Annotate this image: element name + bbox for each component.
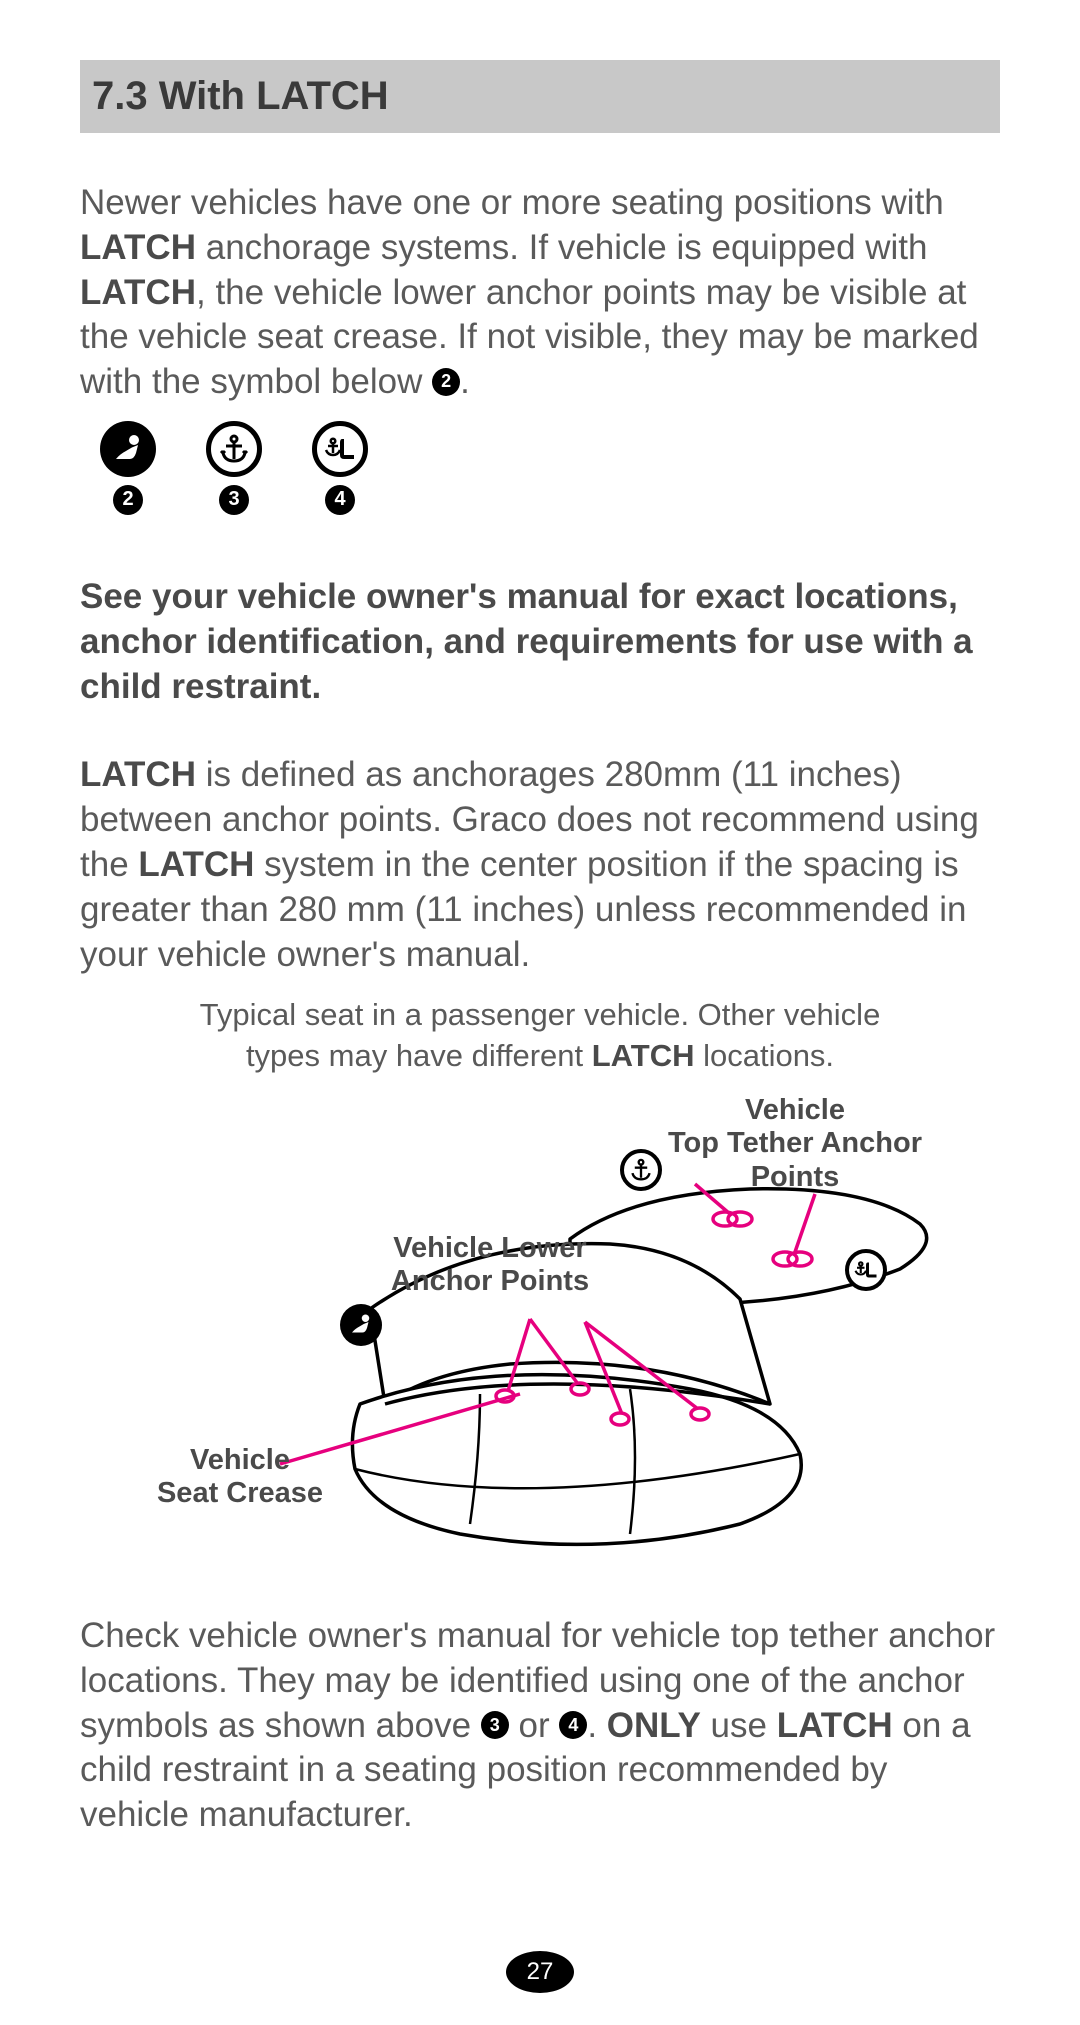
text: use <box>701 1706 777 1745</box>
latch-bold: LATCH <box>80 228 196 267</box>
text: locations. <box>694 1038 834 1073</box>
section-header: 7.3 With LATCH <box>80 60 1000 133</box>
text: or <box>509 1706 560 1745</box>
ref-badge-3: 3 <box>481 1711 509 1739</box>
latch-bold: LATCH <box>777 1706 893 1745</box>
child-seat-icon <box>340 1304 382 1346</box>
latch-bold: LATCH <box>80 273 196 312</box>
symbol-2-col: 2 <box>100 421 156 515</box>
text: . <box>460 362 470 401</box>
ref-badge-2: 2 <box>432 368 460 396</box>
label-lower-anchor: Vehicle Lower Anchor Points <box>385 1232 595 1299</box>
text: Newer vehicles have one or more seating … <box>80 183 944 222</box>
num-badge-2: 2 <box>113 485 143 515</box>
anchor-seat-icon <box>312 421 368 477</box>
symbol-icons-row: 2 3 4 <box>100 421 1000 515</box>
child-seat-icon <box>100 421 156 477</box>
symbol-4-col: 4 <box>312 421 368 515</box>
label-top-tether: Vehicle Top Tether Anchor Points <box>660 1094 930 1194</box>
anchor-seat-icon <box>845 1249 887 1291</box>
num-badge-3: 3 <box>219 485 249 515</box>
anchor-icon <box>206 421 262 477</box>
paragraph-intro: Newer vehicles have one or more seating … <box>80 181 1000 405</box>
text: . <box>587 1706 606 1745</box>
latch-bold: LATCH <box>592 1038 695 1073</box>
label-seat-crease: Vehicle Seat Crease <box>150 1444 330 1511</box>
ref-badge-4: 4 <box>559 1711 587 1739</box>
num-badge-4: 4 <box>325 485 355 515</box>
paragraph-tether-check: Check vehicle owner's manual for vehicle… <box>80 1614 1000 1838</box>
seat-diagram: Vehicle Top Tether Anchor Points Vehicle… <box>130 1094 950 1564</box>
diagram-caption: Typical seat in a passenger vehicle. Oth… <box>165 995 915 1076</box>
latch-bold: LATCH <box>80 755 196 794</box>
latch-bold: LATCH <box>138 845 254 884</box>
page-number-badge: 27 <box>506 1951 574 1993</box>
owners-manual-note: See your vehicle owner's manual for exac… <box>80 575 1000 709</box>
text: anchorage systems. If vehicle is equippe… <box>196 228 928 267</box>
anchor-icon <box>620 1149 662 1191</box>
only-bold: ONLY <box>607 1706 701 1745</box>
paragraph-definition: LATCH is defined as anchorages 280mm (11… <box>80 753 1000 977</box>
symbol-3-col: 3 <box>206 421 262 515</box>
text: , the vehicle lower anchor points may be… <box>80 273 979 402</box>
